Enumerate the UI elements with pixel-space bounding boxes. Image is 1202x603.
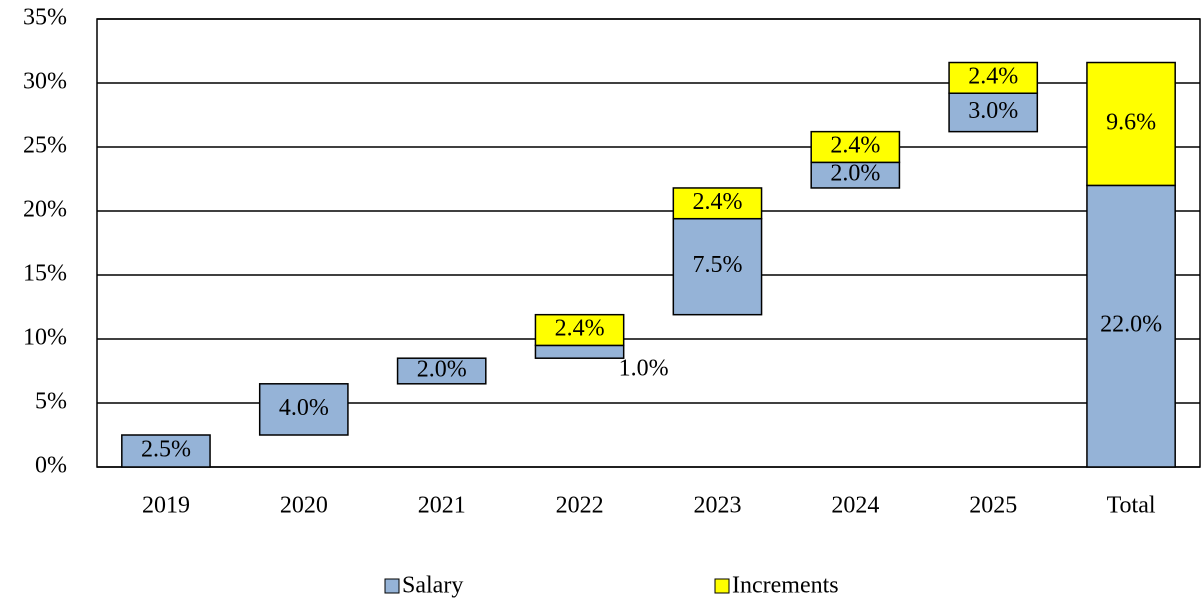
x-tick-label: 2021: [418, 493, 466, 519]
plot-border: [96, 18, 1201, 468]
y-tick-label: 25%: [23, 133, 67, 159]
bar-segment: [810, 161, 901, 189]
x-tick-label: 2025: [969, 493, 1017, 519]
y-tick-label: 15%: [23, 261, 67, 287]
x-tick-label: 2024: [831, 493, 879, 519]
legend-label: Salary: [402, 573, 463, 599]
x-tick-label: 2023: [693, 493, 741, 519]
data-label: 2.0%: [417, 357, 467, 383]
bar-segment: [1086, 184, 1176, 468]
y-tick-label: 20%: [23, 197, 67, 223]
bar-segment: [396, 357, 487, 385]
legend-label: Increments: [732, 573, 839, 599]
bar-segment: [534, 344, 625, 359]
y-tick-label: 35%: [23, 5, 67, 31]
bar-segment: [810, 130, 901, 164]
bar-segment: [1086, 61, 1176, 187]
data-label: 2.4%: [968, 63, 1018, 89]
legend-swatch: [384, 578, 400, 594]
legend-swatch: [714, 578, 730, 594]
data-label: 9.6%: [1106, 109, 1156, 135]
data-label: 4.0%: [279, 395, 329, 421]
bar-segment: [121, 434, 211, 468]
y-tick-label: 5%: [35, 389, 67, 415]
data-label: 1.0%: [619, 356, 669, 382]
x-tick-label: 2022: [556, 493, 604, 519]
y-tick-label: 0%: [35, 453, 67, 479]
data-label: 7.5%: [692, 252, 742, 278]
x-tick-label: 2020: [280, 493, 328, 519]
y-tick-label: 30%: [23, 69, 67, 95]
bar-segment: [534, 313, 625, 347]
data-label: 2.4%: [692, 189, 742, 215]
data-label: 2.5%: [141, 437, 191, 463]
bar-segment: [948, 61, 1039, 94]
data-label: 2.4%: [555, 316, 605, 342]
x-tick-label: 2019: [142, 493, 190, 519]
data-label: 3.0%: [968, 98, 1018, 124]
bar-segment: [672, 187, 763, 220]
y-tick-label: 10%: [23, 325, 67, 351]
data-label: 22.0%: [1100, 312, 1162, 338]
bar-segment: [948, 92, 1039, 133]
data-label: 2.4%: [830, 133, 880, 159]
x-tick-label: Total: [1107, 493, 1156, 519]
data-label: 2.0%: [830, 161, 880, 187]
bar-segment: [258, 383, 349, 436]
